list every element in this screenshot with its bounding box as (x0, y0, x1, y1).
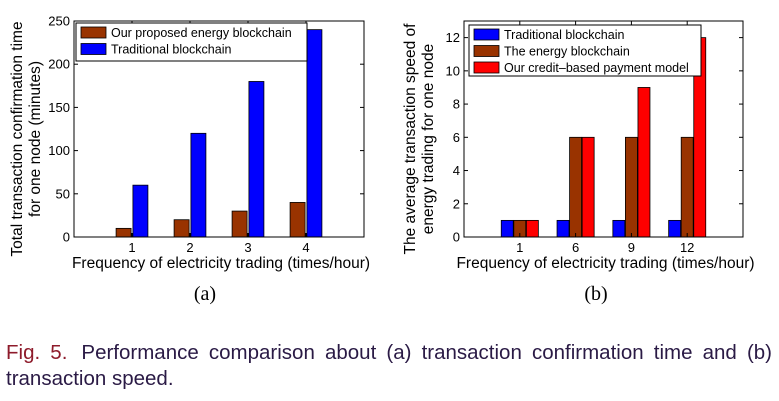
x-tick-label: 2 (186, 240, 193, 255)
x-tick-label: 6 (572, 240, 579, 255)
x-tick-label: 4 (302, 240, 309, 255)
bar (668, 219, 682, 238)
bar (306, 29, 323, 238)
x-tick-label: 9 (628, 240, 635, 255)
legend-swatch (473, 45, 500, 57)
y-tick-label: 12 (446, 30, 460, 45)
legend-swatch (473, 61, 500, 74)
y-tick-label: 50 (56, 186, 70, 201)
bar (680, 136, 694, 238)
y-tick-label: 10 (446, 63, 460, 78)
caption-text: Performance comparison about (a) transac… (6, 341, 772, 390)
bar (612, 219, 626, 238)
legend-swatch (473, 28, 500, 41)
figure-caption: Fig. 5. Performance comparison about (a) … (6, 340, 772, 392)
y-tick-label: 150 (48, 100, 70, 115)
bar (625, 136, 638, 238)
plot-frame (73, 20, 365, 238)
bar (637, 87, 651, 238)
y-axis-label: Total transaction confirmation time (9, 21, 26, 256)
y-axis-label: for one node (minutes) (27, 61, 44, 217)
bar (289, 202, 306, 238)
y-tick-label: 8 (453, 97, 460, 112)
y-tick-label: 200 (48, 57, 70, 72)
bar (115, 227, 132, 238)
y-tick-label: 0 (63, 230, 70, 245)
y-axis-label: energy trading for one node (420, 44, 437, 234)
x-tick-label: 12 (680, 240, 694, 255)
legend-label: Our proposed energy blockchain (111, 26, 292, 40)
legend-box (75, 22, 308, 62)
legend-swatch (80, 26, 107, 39)
x-axis-label: Frequency of electricity trading (times/… (456, 255, 754, 272)
legend-swatch (80, 43, 107, 55)
caption-label: Fig. 5. (6, 341, 68, 364)
bar (581, 136, 595, 238)
legend-label: Our credit–based payment model (504, 61, 689, 75)
bar (231, 210, 248, 238)
x-axis-label: Frequency of electricity trading (times/… (72, 255, 370, 272)
bar (500, 219, 514, 238)
x-tick-label: 1 (128, 240, 135, 255)
legend-label: Traditional blockchain (111, 43, 231, 57)
bar (190, 132, 207, 238)
bar (569, 136, 582, 238)
bar (248, 81, 265, 238)
bar (132, 184, 149, 238)
legend-box (468, 24, 702, 77)
y-tick-label: 6 (453, 130, 460, 145)
bar (556, 219, 570, 238)
bar (525, 219, 539, 238)
plot-frame (463, 20, 744, 238)
y-tick-label: 100 (48, 143, 70, 158)
y-tick-label: 0 (453, 230, 460, 245)
y-tick-label: 2 (453, 196, 460, 211)
legend-label: Traditional blockchain (504, 28, 624, 42)
y-tick-label: 4 (453, 163, 460, 178)
y-axis-label: The average transaction speed of (402, 23, 419, 255)
legend-label: The energy blockchain (504, 45, 630, 59)
bar (173, 219, 190, 238)
panel-label: (a) (194, 283, 216, 305)
x-tick-label: 3 (244, 240, 251, 255)
panel-label: (b) (584, 283, 607, 305)
x-tick-label: 1 (516, 240, 523, 255)
y-tick-label: 250 (48, 14, 70, 29)
